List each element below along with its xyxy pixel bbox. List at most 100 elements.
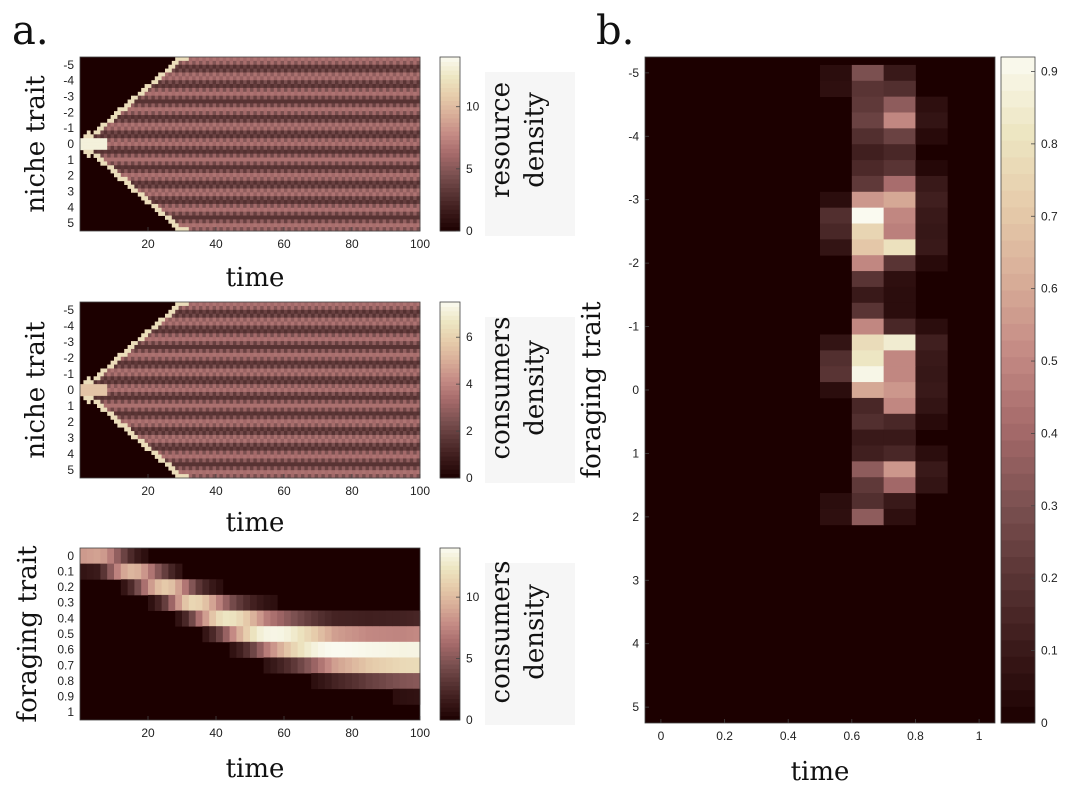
a1-heatmap-cell: [321, 153, 326, 158]
a2-heatmap-cell: [185, 309, 190, 315]
a2-heatmap-cell: [100, 380, 105, 385]
a1-heatmap-cell: [307, 142, 312, 147]
a2-heatmap-cell: [165, 368, 169, 373]
a1-heatmap-cell: [331, 227, 336, 232]
a1-heatmap-cell: [386, 115, 390, 120]
a1-heatmap-cell: [318, 126, 322, 131]
a1-heatmap-cell: [399, 192, 404, 197]
a1-heatmap-cell: [222, 200, 227, 205]
a1-heatmap-cell: [352, 76, 356, 81]
a1-heatmap-cell: [168, 184, 173, 189]
a2-heatmap-cell: [175, 352, 179, 358]
a1-heatmap-cell: [314, 223, 319, 228]
a1-heatmap-cell: [151, 111, 156, 116]
a1-heatmap-cell: [396, 145, 400, 151]
a2-heatmap-cell: [165, 325, 169, 330]
a1-heatmap-cell: [338, 188, 343, 193]
a1-heatmap-cell: [117, 173, 122, 178]
a1-heatmap-cell: [260, 64, 264, 69]
a2-heatmap-cell: [182, 423, 186, 428]
a1-heatmap-cell: [216, 72, 220, 77]
a1-heatmap-cell: [369, 103, 373, 108]
a2-heatmap-cell: [182, 403, 186, 408]
a2-heatmap-cell: [117, 399, 122, 405]
a1-heatmap-cell: [273, 223, 278, 228]
a1-heatmap-cell: [389, 99, 394, 104]
a2-heatmap-cell: [151, 419, 156, 424]
a2-heatmap-cell: [185, 345, 190, 350]
a1-heatmap-cell: [216, 87, 220, 93]
a1-heatmap-cell: [290, 192, 295, 197]
a1-heatmap-cell: [284, 188, 288, 193]
a1-heatmap-cell: [253, 99, 258, 104]
a1-heatmap-cell: [250, 107, 254, 112]
a1-heatmap-cell: [263, 157, 268, 162]
a1-heatmap-cell: [185, 95, 190, 100]
a1-heatmap-cell: [182, 196, 186, 201]
a2-heatmap-cell: [134, 434, 139, 440]
a1-heatmap-cell: [341, 161, 346, 166]
a1-heatmap-cell: [229, 157, 234, 162]
a1-heatmap-cell: [273, 115, 278, 120]
a2-heatmap-cell: [141, 356, 145, 362]
a1-heatmap-cell: [226, 192, 230, 197]
a1-heatmap-cell: [250, 99, 254, 104]
a1-heatmap-cell: [195, 72, 200, 77]
a2-heatmap-cell: [120, 376, 125, 381]
a1-heatmap-cell: [396, 153, 400, 158]
a1-heatmap-cell: [335, 215, 339, 220]
a1-heatmap-cell: [277, 142, 281, 147]
a1-heatmap-cell: [396, 76, 400, 81]
a1-heatmap-cell: [406, 126, 411, 131]
a1-heatmap-cell: [284, 180, 288, 185]
a1-heatmap-cell: [267, 103, 271, 108]
a1-heatmap-cell: [304, 103, 309, 108]
a1-heatmap-cell: [239, 60, 244, 66]
a1-heatmap-cell: [212, 149, 217, 155]
a1-heatmap-cell: [182, 107, 186, 112]
a2-heatmap-cell: [182, 317, 186, 322]
a1-heatmap-cell: [233, 145, 237, 151]
a1-heatmap-cell: [375, 99, 380, 104]
a1-heatmap-cell: [199, 227, 203, 232]
a1-heatmap-cell: [304, 215, 309, 220]
a1-heatmap-cell: [243, 192, 247, 197]
a2-heatmap-cell: [171, 368, 176, 373]
a1-heatmap-cell: [348, 87, 353, 93]
a1-heatmap-cell: [277, 68, 281, 73]
a1-heatmap-cell: [165, 161, 169, 166]
a1-heatmap-cell: [141, 107, 145, 112]
a1-heatmap-cell: [273, 157, 278, 162]
a1-heatmap-cell: [137, 184, 142, 189]
a1-heatmap-cell: [324, 84, 329, 89]
a1-heatmap-cell: [277, 80, 281, 85]
a1-heatmap-cell: [399, 176, 404, 182]
a1-heatmap-cell: [338, 211, 343, 216]
a1-heatmap-cell: [311, 196, 315, 201]
a1-heatmap-cell: [154, 173, 159, 178]
a1-heatmap-cell: [348, 161, 353, 166]
a2-heatmap-cell: [141, 337, 145, 342]
a1-heatmap-cell: [375, 157, 380, 162]
a2-heatmap-cell: [103, 403, 108, 408]
a1-colorbar-segment: [440, 109, 460, 115]
a1-heatmap-cell: [355, 153, 360, 158]
a1-heatmap-cell: [134, 149, 139, 155]
a1-heatmap-cell: [273, 134, 278, 139]
a1-heatmap-cell: [90, 145, 94, 151]
a1-heatmap-cell: [382, 68, 387, 73]
a1-heatmap-cell: [188, 184, 193, 189]
a1-heatmap-cell: [294, 68, 298, 73]
a2-heatmap-cell: [148, 329, 152, 334]
a2-heatmap-cell: [182, 384, 186, 389]
a2-heatmap-cell: [161, 407, 166, 412]
a1-colorbar-segment: [440, 87, 460, 93]
a2-heatmap-cell: [195, 415, 200, 420]
a2-heatmap-cell: [202, 364, 207, 369]
a1-heatmap-cell: [246, 215, 251, 220]
a2-heatmap-cell: [161, 380, 166, 385]
a2-heatmap-cell: [165, 423, 169, 428]
a1-heatmap-cell: [375, 95, 380, 100]
a2-heatmap-cell: [188, 466, 193, 471]
a2-heatmap-cell: [110, 368, 115, 373]
